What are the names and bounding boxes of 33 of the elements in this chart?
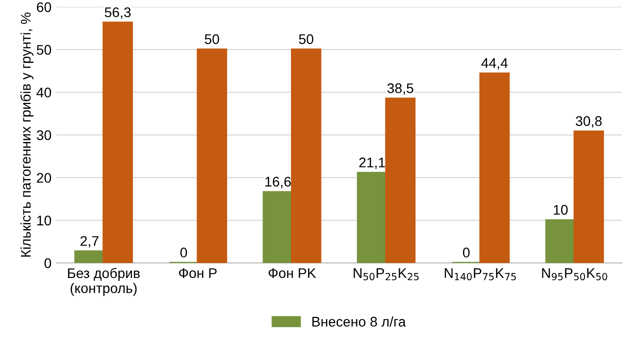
x-tick-label: N$_{95}$P$_{50}$K$_{50}$ [542,268,608,280]
legend-label: Внесено 8 л/га [312,316,406,327]
y-tick-label: 50 [36,44,52,55]
bar [385,98,416,263]
data-label: 56,3 [104,7,131,19]
x-tick-label: Фон P [179,268,217,278]
y-tick-label: 10 [37,216,52,226]
y-tick-label: 60 [36,2,52,12]
data-label: 38,5 [387,83,414,95]
y-tick-label: 0 [44,258,52,268]
bar [479,72,510,263]
y-axis-title: Кількість патогенних грибів у грунті, % [20,12,34,257]
data-label: 50 [298,34,314,44]
data-label: 44,4 [481,58,508,70]
bar [102,22,133,263]
data-label: 30,8 [576,116,602,128]
data-label: 50 [204,34,220,44]
data-label: 0 [462,248,470,258]
data-label: 0 [180,248,188,258]
data-label: 2,7 [80,236,98,248]
data-label: 21,1 [359,158,385,170]
x-tick-label: Без добрив (контроль) [68,268,140,296]
x-tick-label: N$_{50}$P$_{25}$K$_{25}$ [354,268,419,280]
y-tick-label: 40 [36,88,52,98]
data-label: 10 [554,204,568,215]
y-tick-label: 20 [36,172,52,183]
data-label: 16,6 [265,176,291,188]
x-tick-label: Фон PK [268,268,316,278]
bar [574,130,604,263]
y-tick-label: 30 [36,130,52,140]
x-tick-label: N$_{140}$P$_{75}$K$_{75}$ [444,268,516,280]
bar [74,250,105,263]
bar [356,172,388,263]
